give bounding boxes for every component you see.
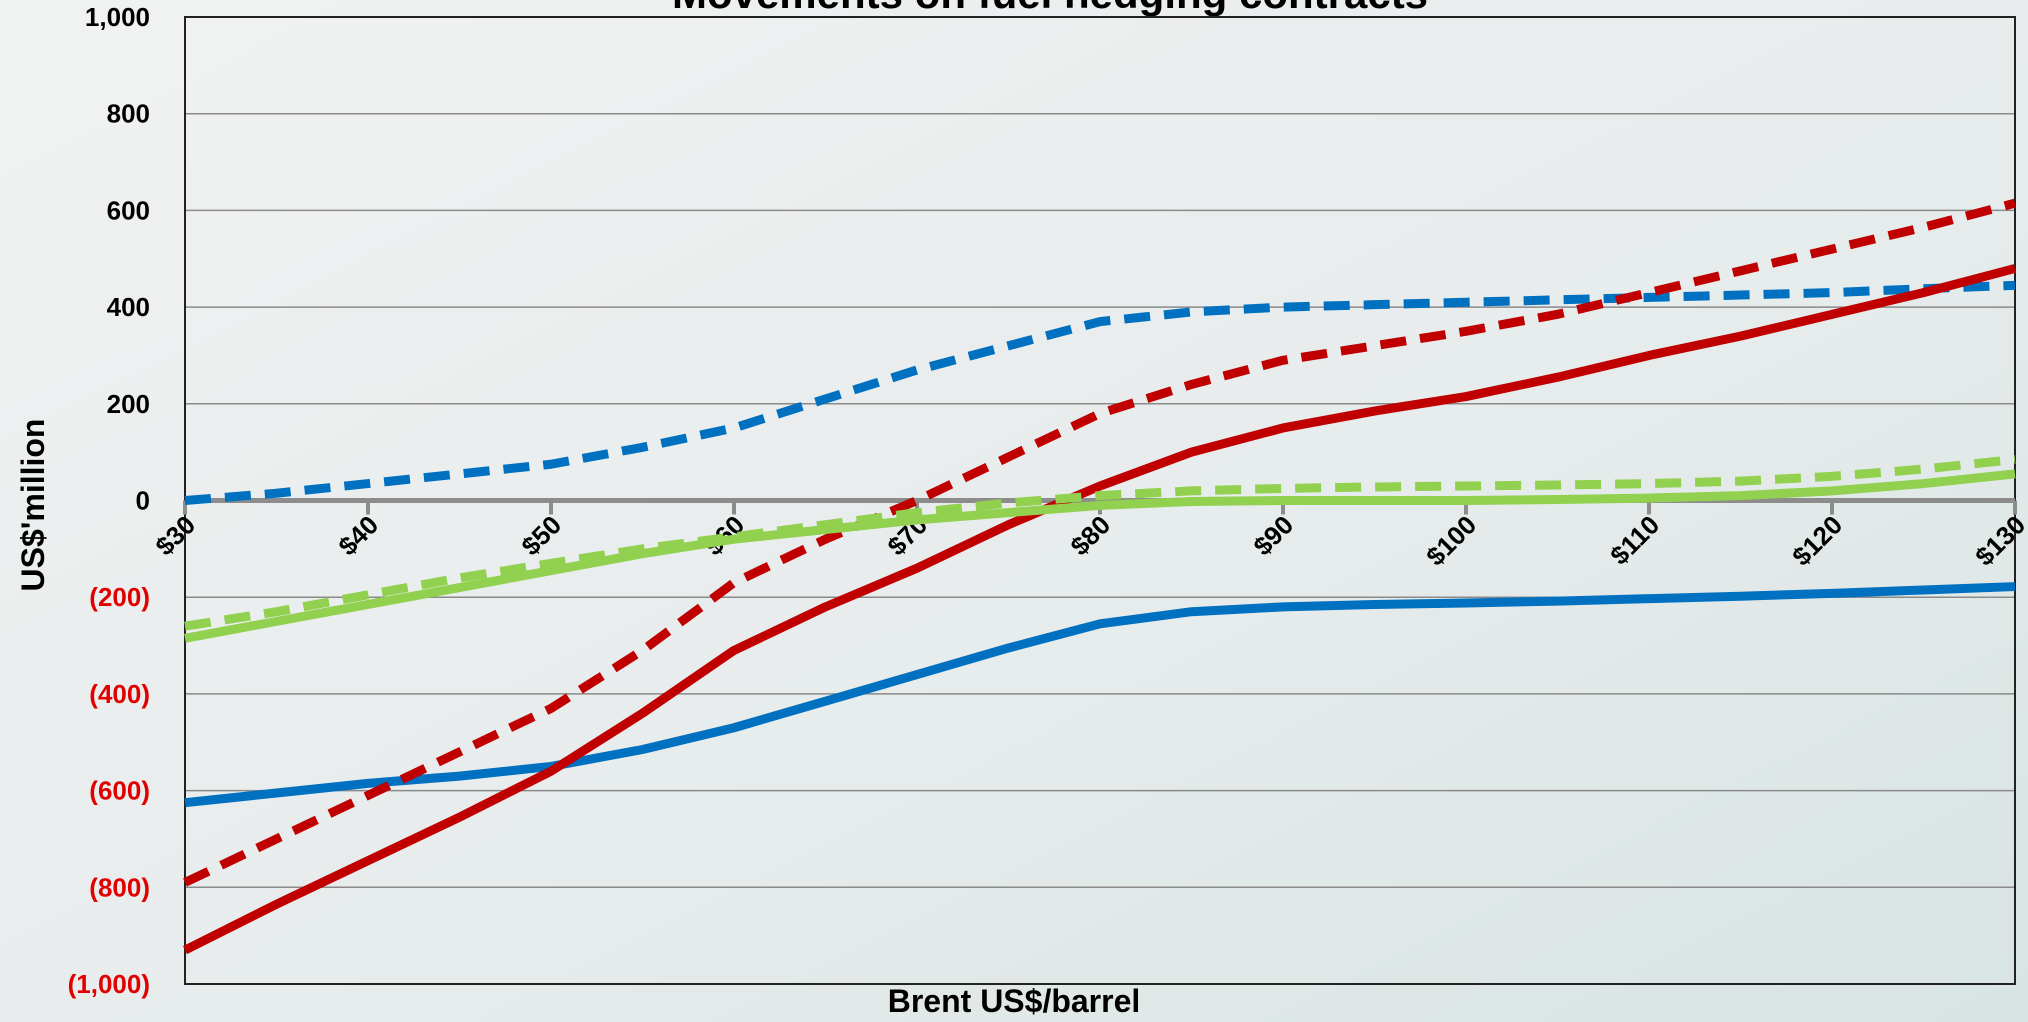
y-tick-label: (600) bbox=[89, 776, 150, 806]
x-axis-title: Brent US$/barrel bbox=[888, 983, 1141, 1019]
y-tick-label: (200) bbox=[89, 582, 150, 612]
y-tick-label: (1,000) bbox=[68, 969, 150, 999]
y-tick-label: (400) bbox=[89, 679, 150, 709]
y-tick-label: 400 bbox=[107, 292, 150, 322]
y-tick-label: 600 bbox=[107, 195, 150, 225]
y-tick-label: 200 bbox=[107, 389, 150, 419]
chart: Movements on fuel hedging contracts Bren… bbox=[0, 0, 2028, 1022]
page: Movements on fuel hedging contracts Bren… bbox=[0, 0, 2028, 1022]
y-tick-label: 0 bbox=[136, 486, 150, 516]
chart-title: Movements on fuel hedging contracts bbox=[672, 0, 1428, 17]
y-tick-label: 800 bbox=[107, 99, 150, 129]
y-axis-title: US$'million bbox=[15, 419, 51, 592]
y-tick-label: 1,000 bbox=[85, 2, 150, 32]
y-tick-label: (800) bbox=[89, 872, 150, 902]
